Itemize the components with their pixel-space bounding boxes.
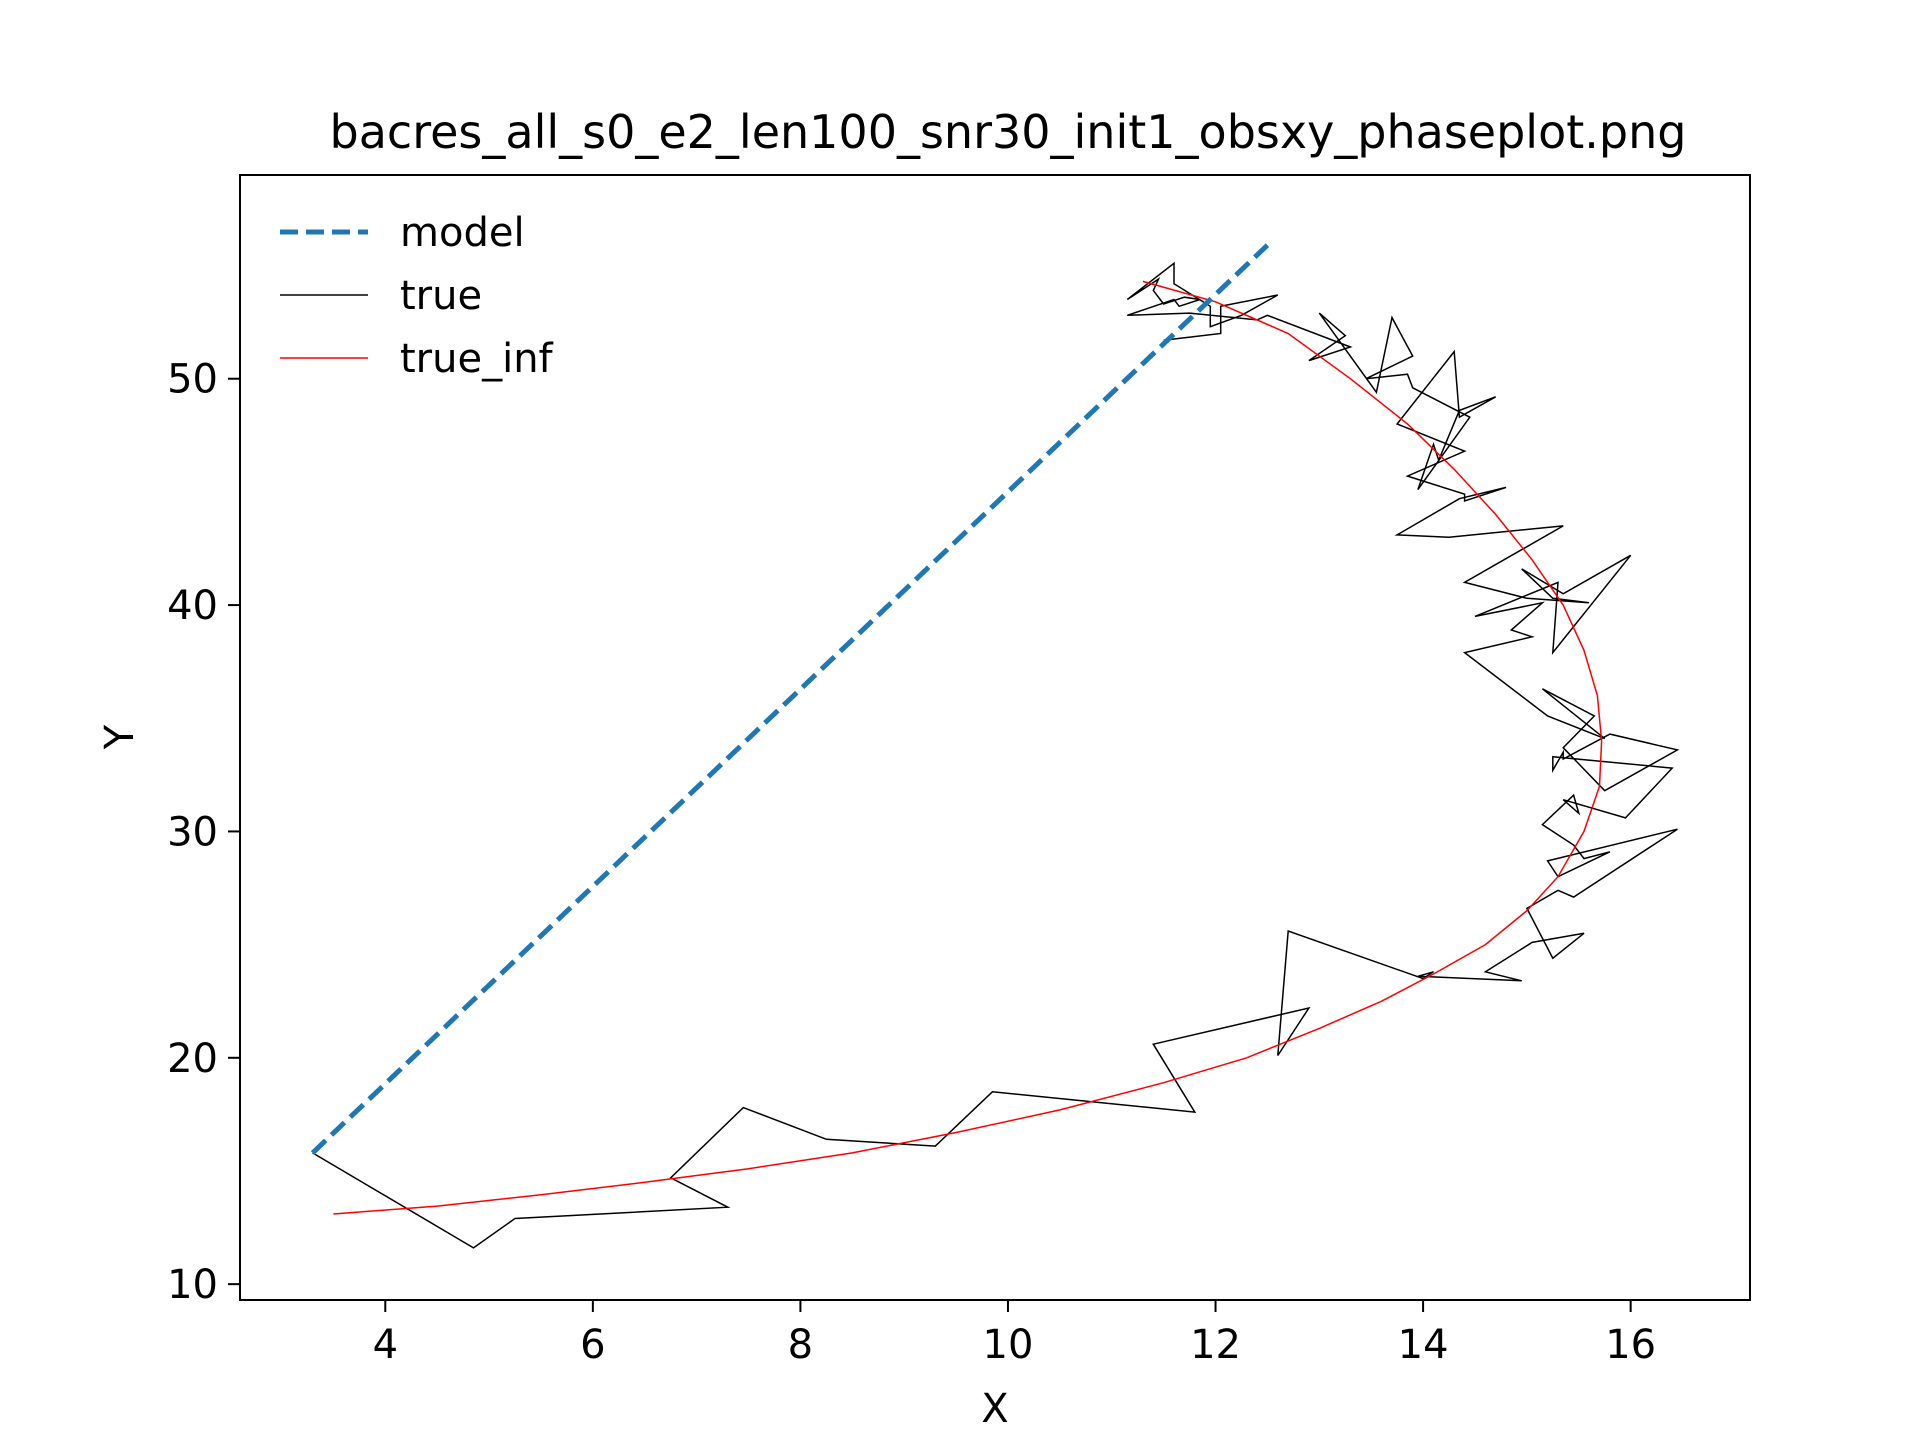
y-tick-label: 20 <box>167 1036 218 1082</box>
x-axis-label: X <box>981 1386 1008 1432</box>
x-tick-label: 12 <box>1190 1322 1241 1368</box>
x-tick-label: 14 <box>1398 1322 1449 1368</box>
legend-label-model: model <box>400 210 525 256</box>
chart-title: bacres_all_s0_e2_len100_snr30_init1_obsx… <box>330 105 1687 159</box>
series-line-true <box>312 261 1680 1249</box>
legend: model true true_inf <box>280 210 554 382</box>
x-tick-label: 10 <box>983 1322 1034 1368</box>
series-line-true-inf <box>333 280 1603 1215</box>
x-tick-label: 4 <box>373 1322 398 1368</box>
y-tick-label: 30 <box>167 809 218 855</box>
y-tick-label: 50 <box>167 357 218 403</box>
y-tick-label: 10 <box>167 1262 218 1308</box>
x-tick-label: 8 <box>788 1322 813 1368</box>
x-axis-ticks: 4 6 8 10 12 14 16 <box>373 1300 1656 1368</box>
y-tick-label: 40 <box>167 583 218 629</box>
series-line-model <box>310 243 1270 1155</box>
series-layer <box>310 243 1680 1249</box>
plot-area <box>310 243 1680 1249</box>
legend-label-true-inf: true_inf <box>400 336 554 382</box>
legend-label-true: true <box>400 273 482 319</box>
x-tick-label: 16 <box>1605 1322 1656 1368</box>
y-axis-label: Y <box>97 724 143 750</box>
x-tick-label: 6 <box>580 1322 605 1368</box>
y-axis-ticks: 10 20 30 40 50 <box>167 357 240 1308</box>
plot-frame <box>239 174 1751 1301</box>
